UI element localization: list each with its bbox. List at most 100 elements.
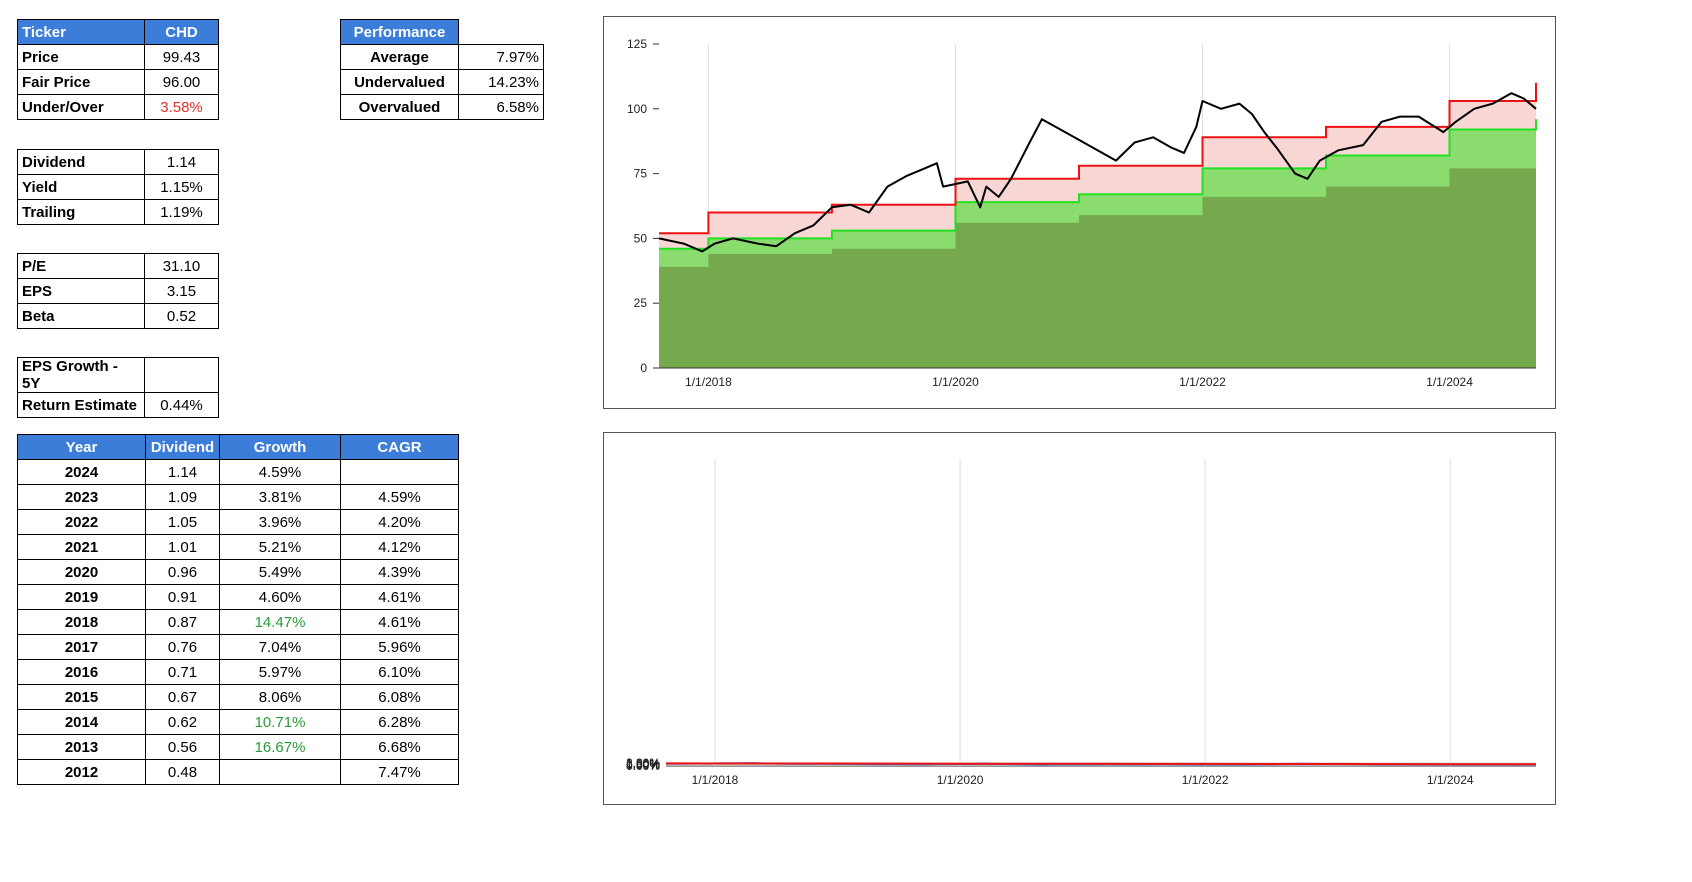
table-row: Beta 0.52	[17, 303, 219, 329]
cagr-cell: 7.47%	[340, 759, 459, 785]
table-row: 2013 0.56 16.67% 6.68%	[17, 734, 459, 760]
dividend-cell: 0.62	[145, 709, 220, 735]
y-tick-label: 1.00%	[626, 757, 660, 771]
cagr-cell: 6.08%	[340, 684, 459, 710]
cagr-cell: 6.28%	[340, 709, 459, 735]
year-cell: 2015	[17, 684, 146, 710]
growth-cell: 14.47%	[219, 609, 341, 635]
eps-growth-label: EPS Growth - 5Y	[17, 357, 145, 393]
table-row: Yield 1.15%	[17, 174, 219, 200]
cagr-cell: 4.61%	[340, 584, 459, 610]
dividend-label: Dividend	[17, 149, 145, 175]
dividend-history-table: Year Dividend Growth CAGR 2024 1.14 4.59% 2…	[17, 434, 459, 785]
cagr-cell: 6.68%	[340, 734, 459, 760]
beta-value: 0.52	[144, 303, 219, 329]
year-cell: 2023	[17, 484, 146, 510]
x-tick-label: 1/1/2024	[1426, 375, 1473, 389]
cagr-cell: 4.61%	[340, 609, 459, 635]
y-tick-label: 2.00%	[626, 756, 660, 770]
undervalued-band	[659, 155, 1536, 368]
fair-price-value: 96.00	[144, 69, 219, 95]
table-row: EPS Growth - 5Y	[17, 357, 219, 393]
dividend-cell: 1.09	[145, 484, 220, 510]
dividend-cell: 0.71	[145, 659, 220, 685]
dividend-cell: 0.87	[145, 609, 220, 635]
growth-cell: 5.49%	[219, 559, 341, 585]
undervalued-label: Undervalued	[340, 69, 459, 95]
year-cell: 2014	[17, 709, 146, 735]
dividend-cell: 0.48	[145, 759, 220, 785]
ticker-header: Ticker	[17, 19, 145, 45]
ticker-symbol: CHD	[144, 19, 219, 45]
dividend-cell: 0.76	[145, 634, 220, 660]
trailing-value: 1.19%	[144, 199, 219, 225]
table-row: Price 99.43	[17, 44, 219, 70]
table-row: 2023 1.09 3.81% 4.59%	[17, 484, 459, 510]
y-tick-label: 0.00%	[626, 759, 660, 773]
year-cell: 2012	[17, 759, 146, 785]
ticker-table: Ticker CHD Price 99.43 Fair Price 96.00 …	[17, 19, 219, 120]
return-estimate-label: Return Estimate	[17, 392, 145, 418]
year-cell: 2021	[17, 534, 146, 560]
y-tick-label: 25	[634, 296, 648, 310]
valuation-table: P/E 31.10 EPS 3.15 Beta 0.52	[17, 253, 219, 329]
y-tick-label: 1.50%	[626, 757, 660, 771]
price-chart-svg: 1/1/2018 1/1/2020 1/1/2022 1/1/2024 0 25 50 75 1…	[627, 37, 1537, 389]
x-tick-label: 1/1/2022	[1179, 375, 1226, 389]
x-tick-label: 1/1/2024	[1427, 773, 1474, 787]
year-cell: 2016	[17, 659, 146, 685]
under-over-value: 3.58%	[144, 94, 219, 120]
y-tick-label: 0	[640, 361, 647, 375]
growth-cell: 16.67%	[219, 734, 341, 760]
y-tick-label: 100	[627, 102, 647, 116]
growth-cell: 5.21%	[219, 534, 341, 560]
growth-cell: 8.06%	[219, 684, 341, 710]
table-row: 2014 0.62 10.71% 6.28%	[17, 709, 459, 735]
table-row: Trailing 1.19%	[17, 199, 219, 225]
y-tick-label: 125	[627, 37, 647, 51]
growth-cell	[219, 759, 341, 785]
table-row: EPS 3.15	[17, 278, 219, 304]
dividend-yield-chart: 0.00% 0.50% 1.00% 1.50% 2.00% 1/1/2018 1/1/202…	[603, 432, 1556, 805]
eps-label: EPS	[17, 278, 145, 304]
performance-table: Performance Average 7.97% Undervalued 14…	[340, 19, 544, 120]
x-tick-label: 1/1/2018	[685, 375, 732, 389]
cagr-cell: 4.59%	[340, 484, 459, 510]
table-row: 2016 0.71 5.97% 6.10%	[17, 659, 459, 685]
growth-table: EPS Growth - 5Y Return Estimate 0.44%	[17, 357, 219, 418]
dividend-cell: 1.05	[145, 509, 220, 535]
overvalued-value: 6.58%	[458, 94, 544, 120]
trailing-label: Trailing	[17, 199, 145, 225]
growth-cell: 10.71%	[219, 709, 341, 735]
x-tick-label: 1/1/2020	[932, 375, 979, 389]
pe-label: P/E	[17, 253, 145, 279]
fair-price-label: Fair Price	[17, 69, 145, 95]
cagr-cell: 6.10%	[340, 659, 459, 685]
table-row: Overvalued 6.58%	[340, 94, 544, 120]
average-label: Average	[340, 44, 459, 70]
growth-cell: 4.59%	[219, 459, 341, 485]
undervalued-value: 14.23%	[458, 69, 544, 95]
beta-label: Beta	[17, 303, 145, 329]
dividend-cell: 0.91	[145, 584, 220, 610]
y-tick-label: 0.50%	[626, 758, 660, 772]
under-over-label: Under/Over	[17, 94, 145, 120]
table-row: 2022 1.05 3.96% 4.20%	[17, 509, 459, 535]
price-value: 99.43	[144, 44, 219, 70]
dividend-cell: 0.96	[145, 559, 220, 585]
cagr-cell: 5.96%	[340, 634, 459, 660]
growth-cell: 5.97%	[219, 659, 341, 685]
cagr-cell: 4.39%	[340, 559, 459, 585]
yield-value: 1.15%	[144, 174, 219, 200]
dividend-cell: 0.56	[145, 734, 220, 760]
table-row: 2020 0.96 5.49% 4.39%	[17, 559, 459, 585]
yield-chart-svg: 0.00%0.50%1.00%1.50%2.00% 1/1/2018 1/1/202…	[626, 459, 1537, 787]
table-row: Dividend 1.14	[17, 149, 219, 175]
overvalued-label: Overvalued	[340, 94, 459, 120]
dividend-cell: 1.14	[145, 459, 220, 485]
growth-cell: 3.81%	[219, 484, 341, 510]
x-tick-label: 1/1/2020	[937, 773, 984, 787]
year-cell: 2020	[17, 559, 146, 585]
year-cell: 2018	[17, 609, 146, 635]
price-line	[658, 92, 1537, 253]
